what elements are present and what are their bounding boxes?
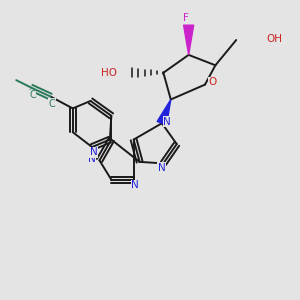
Text: HO: HO bbox=[101, 68, 117, 78]
Text: N: N bbox=[90, 147, 98, 158]
Text: O: O bbox=[208, 77, 217, 87]
Text: N: N bbox=[131, 180, 139, 190]
Text: N: N bbox=[158, 163, 166, 173]
Text: N: N bbox=[164, 117, 171, 127]
Text: C: C bbox=[49, 99, 55, 109]
Polygon shape bbox=[157, 100, 171, 125]
Text: C: C bbox=[29, 90, 36, 100]
Text: F: F bbox=[183, 13, 189, 23]
Polygon shape bbox=[184, 25, 194, 55]
Text: N: N bbox=[88, 154, 96, 164]
Text: OH: OH bbox=[266, 34, 282, 44]
